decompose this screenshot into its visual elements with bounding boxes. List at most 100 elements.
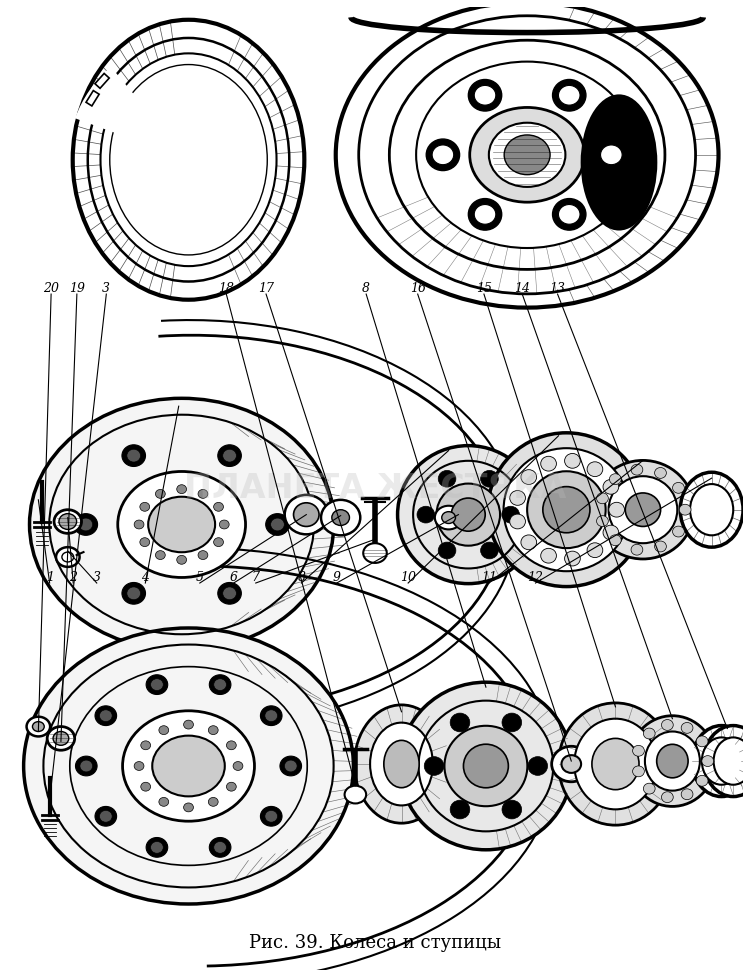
Text: 13: 13	[550, 281, 566, 295]
Ellipse shape	[489, 123, 566, 187]
Ellipse shape	[702, 738, 741, 785]
Ellipse shape	[209, 675, 231, 695]
Ellipse shape	[559, 702, 673, 826]
Ellipse shape	[280, 756, 302, 776]
Ellipse shape	[122, 445, 146, 466]
Ellipse shape	[681, 788, 693, 799]
Ellipse shape	[226, 783, 236, 791]
Ellipse shape	[502, 800, 522, 819]
Text: 5: 5	[196, 571, 204, 583]
Ellipse shape	[474, 85, 496, 106]
Ellipse shape	[146, 675, 168, 695]
Text: 19: 19	[69, 281, 85, 295]
Bar	[95, 73, 109, 88]
Ellipse shape	[452, 498, 485, 531]
Ellipse shape	[219, 520, 230, 529]
Text: 6: 6	[230, 571, 238, 583]
Ellipse shape	[141, 783, 151, 791]
Ellipse shape	[603, 526, 619, 540]
Ellipse shape	[285, 495, 328, 534]
Ellipse shape	[321, 500, 360, 535]
Ellipse shape	[680, 504, 691, 515]
Ellipse shape	[657, 744, 688, 778]
Ellipse shape	[209, 837, 231, 857]
Ellipse shape	[481, 542, 498, 559]
Ellipse shape	[76, 756, 97, 776]
Ellipse shape	[662, 719, 674, 731]
Ellipse shape	[655, 541, 666, 552]
Ellipse shape	[502, 713, 522, 732]
Text: 4: 4	[141, 571, 149, 583]
Ellipse shape	[152, 736, 225, 796]
Ellipse shape	[696, 776, 708, 786]
Ellipse shape	[140, 502, 150, 511]
Ellipse shape	[265, 810, 278, 823]
Ellipse shape	[127, 449, 140, 462]
Ellipse shape	[673, 527, 684, 537]
Ellipse shape	[59, 514, 76, 530]
Ellipse shape	[358, 16, 695, 294]
Ellipse shape	[592, 460, 694, 559]
Ellipse shape	[426, 139, 460, 171]
Ellipse shape	[62, 552, 74, 562]
Ellipse shape	[587, 462, 603, 477]
Ellipse shape	[521, 535, 537, 550]
Ellipse shape	[134, 761, 144, 771]
Ellipse shape	[596, 516, 608, 527]
Text: 12: 12	[527, 571, 544, 583]
Ellipse shape	[528, 756, 548, 776]
Ellipse shape	[214, 841, 226, 853]
Ellipse shape	[134, 520, 144, 529]
Ellipse shape	[655, 468, 666, 479]
Ellipse shape	[417, 506, 435, 523]
Ellipse shape	[24, 628, 353, 904]
Ellipse shape	[363, 543, 387, 563]
Ellipse shape	[553, 79, 586, 111]
Ellipse shape	[541, 456, 556, 471]
Ellipse shape	[574, 719, 657, 809]
Ellipse shape	[118, 472, 245, 577]
Ellipse shape	[632, 766, 644, 777]
Ellipse shape	[226, 741, 236, 749]
Ellipse shape	[223, 449, 236, 462]
Ellipse shape	[481, 470, 498, 488]
Ellipse shape	[53, 732, 69, 745]
Ellipse shape	[474, 204, 496, 224]
Ellipse shape	[260, 806, 282, 827]
Ellipse shape	[644, 728, 656, 739]
Ellipse shape	[559, 85, 580, 106]
Ellipse shape	[148, 496, 215, 552]
Ellipse shape	[184, 803, 194, 812]
Ellipse shape	[631, 544, 643, 555]
Ellipse shape	[464, 744, 509, 787]
Ellipse shape	[527, 471, 606, 548]
Ellipse shape	[702, 755, 713, 767]
Ellipse shape	[177, 485, 187, 493]
Ellipse shape	[587, 543, 603, 558]
Ellipse shape	[552, 746, 591, 782]
Ellipse shape	[609, 502, 625, 517]
Ellipse shape	[151, 679, 164, 691]
Ellipse shape	[596, 492, 608, 504]
Ellipse shape	[610, 474, 621, 485]
Ellipse shape	[217, 445, 242, 466]
Ellipse shape	[445, 726, 527, 806]
Ellipse shape	[608, 476, 677, 543]
Ellipse shape	[214, 679, 226, 691]
Ellipse shape	[692, 726, 750, 796]
Ellipse shape	[159, 726, 169, 735]
Ellipse shape	[450, 713, 470, 732]
Ellipse shape	[470, 107, 584, 202]
Ellipse shape	[521, 470, 537, 485]
Ellipse shape	[146, 837, 168, 857]
Ellipse shape	[110, 64, 267, 255]
Ellipse shape	[662, 791, 674, 802]
Ellipse shape	[595, 139, 628, 171]
Ellipse shape	[502, 506, 520, 523]
Ellipse shape	[177, 555, 187, 565]
Ellipse shape	[209, 726, 218, 735]
Text: 1: 1	[46, 571, 54, 583]
Ellipse shape	[510, 490, 526, 505]
Ellipse shape	[74, 514, 98, 535]
Ellipse shape	[79, 518, 93, 531]
